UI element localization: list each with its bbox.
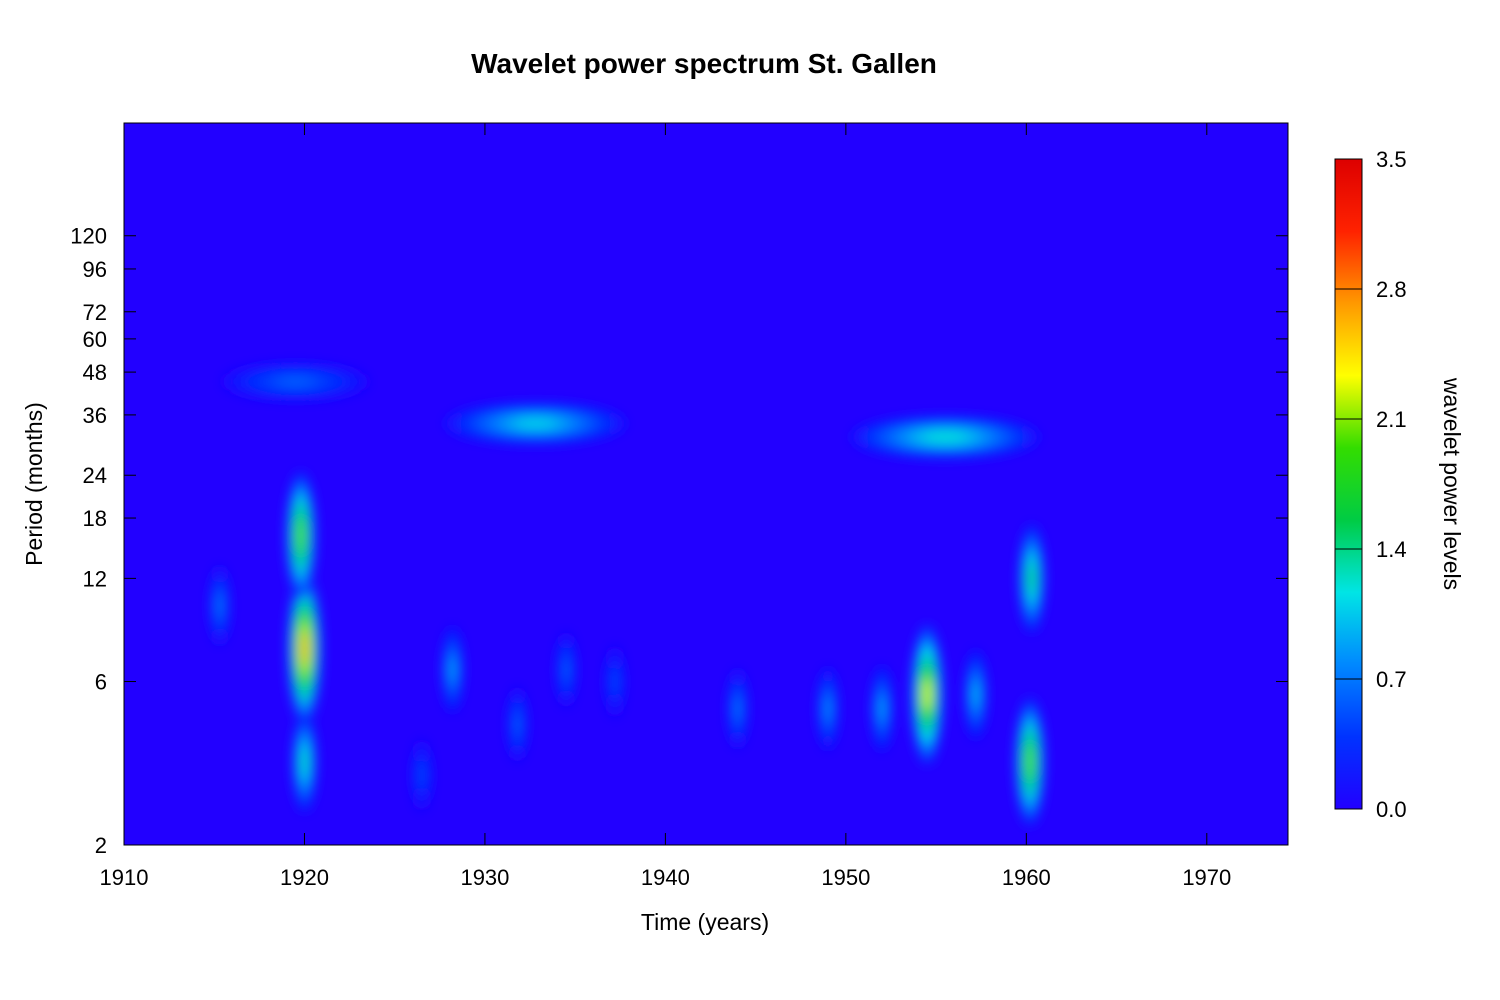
heat-feature: [412, 739, 432, 811]
y-tick-label: 6: [95, 670, 107, 695]
colorbar-tick-label: 2.8: [1376, 277, 1407, 302]
heat-feature: [292, 710, 317, 813]
x-tick-label: 1940: [641, 865, 690, 890]
heat-feature: [605, 645, 625, 718]
y-tick-label: 48: [83, 360, 107, 385]
plot-frame: [123, 122, 1289, 846]
heat-feature: [911, 624, 943, 765]
y-tick-label: 2: [95, 833, 107, 858]
chart-title: Wavelet power spectrum St. Gallen: [471, 48, 937, 79]
x-axis: 1910 1920 1930 1940 1950 1960 1970: [100, 123, 1231, 890]
y-tick-label: 24: [83, 463, 107, 488]
x-tick-label: 1920: [280, 865, 329, 890]
colorbar-tick-label: 0.0: [1376, 797, 1407, 822]
heatmap-layer: [209, 362, 1045, 826]
heat-feature: [445, 402, 626, 445]
heat-feature: [727, 669, 748, 748]
heat-feature: [817, 667, 839, 750]
heat-feature: [851, 415, 1039, 459]
x-tick-label: 1960: [1002, 865, 1051, 890]
y-tick-label: 18: [83, 506, 107, 531]
heat-feature: [964, 649, 988, 740]
y-tick-label: 96: [83, 257, 107, 282]
y-tick-label: 120: [70, 224, 107, 249]
heat-feature: [287, 572, 322, 724]
heat-feature: [507, 686, 528, 762]
colorbar: [1334, 158, 1363, 810]
y-tick-label: 12: [83, 566, 107, 591]
x-axis-label: Time (years): [641, 909, 769, 935]
heat-feature: [871, 665, 893, 752]
heat-feature: [441, 626, 464, 713]
colorbar-tick-label: 2.1: [1376, 407, 1407, 432]
heat-feature: [222, 362, 369, 401]
colorbar-tick-label: 1.4: [1376, 537, 1407, 562]
heat-feature: [286, 471, 316, 600]
plot-background: [124, 123, 1288, 845]
x-tick-label: 1910: [100, 865, 149, 890]
y-tick-label: 60: [83, 327, 107, 352]
x-tick-label: 1930: [460, 865, 509, 890]
heat-feature: [1015, 697, 1045, 826]
x-tick-label: 1950: [821, 865, 870, 890]
heat-feature: [556, 632, 577, 708]
colorbar-tick-label: 0.7: [1376, 667, 1407, 692]
y-tick-label: 36: [83, 403, 107, 428]
y-tick-label: 72: [83, 300, 107, 325]
heat-feature: [1018, 523, 1045, 633]
colorbar-ticks: 0.0 0.7 1.4 2.1 2.8 3.5: [1335, 147, 1407, 822]
x-tick-label: 1970: [1182, 865, 1231, 890]
y-axis-label: Period (months): [21, 402, 47, 566]
heat-feature: [209, 566, 230, 645]
colorbar-label: wavelet power levels: [1439, 377, 1465, 590]
colorbar-tick-label: 3.5: [1376, 147, 1407, 172]
